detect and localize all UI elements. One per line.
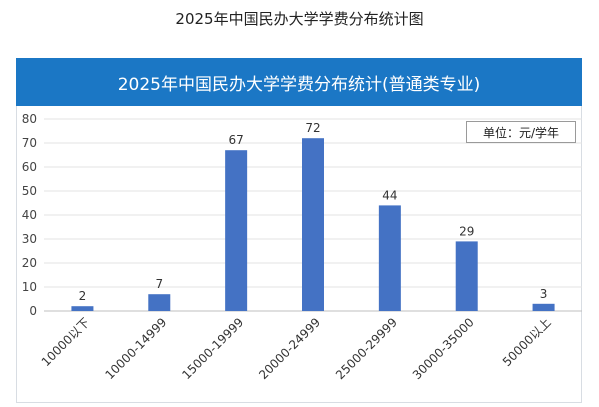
bar	[378, 205, 401, 311]
y-tick-label: 0	[29, 304, 37, 318]
data-label: 7	[155, 277, 163, 291]
bar	[71, 306, 94, 311]
bar	[532, 303, 555, 311]
bar	[225, 150, 248, 311]
chart-frame	[16, 58, 582, 403]
x-tick-label: 20000-24999	[256, 315, 323, 382]
chart-title: 2025年中国民办大学学费分布统计(普通类专业)	[16, 58, 582, 106]
x-tick-label: 50000以上	[500, 315, 554, 369]
unit-label: 单位：元/学年	[466, 121, 576, 143]
page-title: 2025年中国民办大学学费分布统计图	[175, 10, 424, 28]
y-tick-label: 80	[22, 112, 37, 126]
bar	[148, 294, 171, 311]
x-tick-label: 10000以下	[39, 315, 93, 369]
bar	[455, 241, 478, 311]
x-tick-label: 15000-19999	[179, 315, 246, 382]
y-tick-label: 10	[22, 280, 37, 294]
data-label: 44	[382, 188, 397, 202]
x-tick-label: 10000-14999	[102, 315, 169, 382]
data-label: 29	[459, 224, 474, 238]
data-label: 2	[79, 289, 87, 303]
x-tick-label: 30000-35000	[410, 315, 477, 382]
y-tick-label: 40	[22, 208, 37, 222]
y-tick-label: 50	[22, 184, 37, 198]
data-label: 72	[305, 121, 320, 135]
y-tick-label: 70	[22, 136, 37, 150]
y-tick-label: 20	[22, 256, 37, 270]
data-label: 3	[540, 287, 548, 301]
bar	[302, 138, 324, 311]
data-label: 67	[229, 133, 244, 147]
y-tick-label: 30	[22, 232, 37, 246]
y-tick-label: 60	[22, 160, 37, 174]
x-tick-label: 25000-29999	[333, 315, 400, 382]
